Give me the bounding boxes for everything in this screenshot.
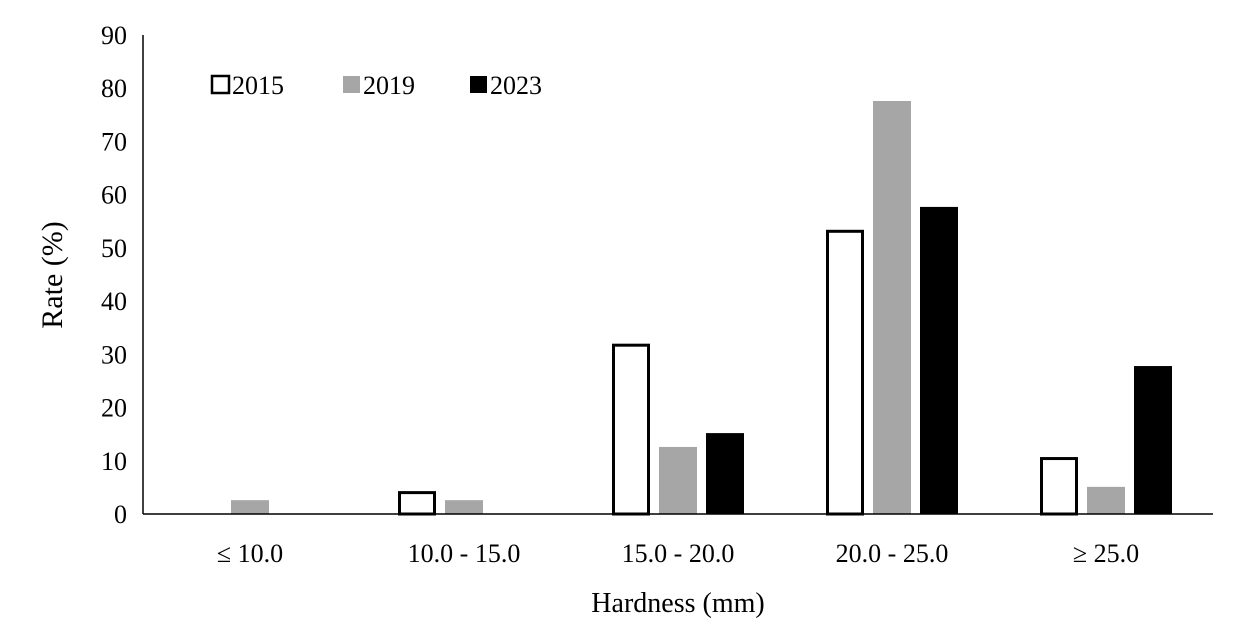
bar-2019 bbox=[873, 100, 911, 515]
y-tick-label: 90 bbox=[101, 21, 127, 50]
legend: 2015 2019 2023 bbox=[210, 71, 542, 100]
bars bbox=[231, 100, 1172, 516]
y-tick-label: 60 bbox=[101, 181, 127, 210]
y-tick-label: 80 bbox=[101, 74, 127, 103]
legend-label-2019: 2019 bbox=[363, 71, 415, 100]
bar-2015 bbox=[826, 229, 864, 516]
legend-swatch-2019 bbox=[343, 76, 360, 93]
legend-label-2015: 2015 bbox=[232, 71, 284, 100]
bar-2015 bbox=[612, 343, 650, 516]
y-tick-label: 40 bbox=[101, 287, 127, 316]
y-tick-label: 10 bbox=[101, 447, 127, 476]
x-tick-label: 10.0 - 15.0 bbox=[408, 539, 521, 568]
bar-2023 bbox=[1134, 366, 1172, 514]
legend-label-2023: 2023 bbox=[490, 71, 542, 100]
x-tick-label: ≥ 25.0 bbox=[1073, 539, 1139, 568]
y-tick-label: 0 bbox=[114, 500, 127, 529]
x-tick-label: 20.0 - 25.0 bbox=[836, 539, 949, 568]
legend-swatch-2023 bbox=[470, 76, 487, 93]
bar-2015 bbox=[1040, 457, 1078, 516]
bar-2019 bbox=[231, 500, 269, 514]
bar-2019 bbox=[445, 500, 483, 514]
y-tick-label: 50 bbox=[101, 234, 127, 263]
x-tick-label: ≤ 10.0 bbox=[217, 539, 283, 568]
y-axis-label: Rate (%) bbox=[36, 221, 69, 328]
bar-2019 bbox=[659, 446, 697, 514]
bar-2019 bbox=[1087, 486, 1125, 514]
bar-2023 bbox=[920, 206, 958, 514]
legend-swatch-2015 bbox=[210, 74, 231, 95]
y-tick-label: 70 bbox=[101, 127, 127, 156]
y-tick-label: 30 bbox=[101, 340, 127, 369]
bar-2015 bbox=[398, 491, 436, 516]
y-tick-label: 20 bbox=[101, 394, 127, 423]
y-tick-labels: 0 10 20 30 40 50 60 70 80 90 bbox=[101, 21, 127, 529]
x-tick-label: 15.0 - 20.0 bbox=[622, 539, 735, 568]
bar-2023 bbox=[706, 433, 744, 514]
x-tick-labels: ≤ 10.0 10.0 - 15.0 15.0 - 20.0 20.0 - 25.0 ≥… bbox=[217, 539, 1139, 568]
x-axis-label: Hardness (mm) bbox=[591, 588, 764, 619]
